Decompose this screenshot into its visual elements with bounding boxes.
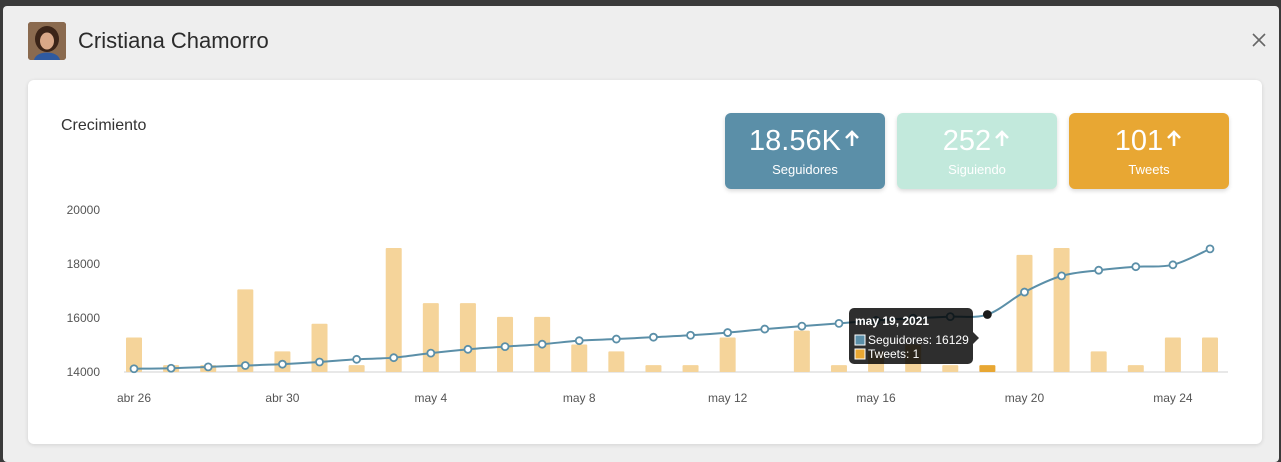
followers-point: [500, 342, 510, 352]
card-title: Crecimiento: [61, 117, 147, 134]
modal-header: Cristiana Chamorro: [3, 6, 1279, 74]
tweets-bar: [682, 365, 699, 372]
tweets-stat: 101 Tweets: [1069, 113, 1229, 189]
arrow-up-icon: [843, 123, 861, 146]
followers-point: [760, 324, 770, 334]
tweets-label: Tweets: [1128, 162, 1170, 177]
followers-point: [834, 318, 844, 328]
arrow-up-icon: [1165, 123, 1183, 146]
y-tick-label: 18000: [67, 257, 101, 271]
followers-point: [352, 354, 362, 364]
tweets-bar: [830, 365, 847, 372]
followers-point: [574, 336, 584, 346]
growth-chart: 14000 16000 18000 20000 abr 26 abr 30 may 4 may…: [67, 203, 1228, 405]
growth-card: 14000 16000 18000 20000 abr 26 abr 30 may 4 may…: [28, 80, 1262, 444]
tweets-bar: [571, 344, 588, 372]
followers-point: [537, 339, 547, 349]
tweets-bar: [126, 337, 142, 372]
followers-point: [426, 348, 436, 358]
followers-point: [649, 332, 658, 342]
tweets-bar: [1127, 365, 1144, 372]
y-tick-label: 20000: [67, 203, 101, 217]
tweets-bar: [237, 289, 254, 372]
tweets-bar: [1090, 351, 1107, 372]
followers-point: [686, 330, 695, 340]
followers-line: [133, 247, 1211, 370]
tweets-bar: [1164, 337, 1181, 372]
tweets-bar: [645, 365, 662, 372]
followers-point: [797, 321, 807, 331]
followers-stat: 18.56K Seguidores: [725, 113, 885, 189]
followers-point: [315, 357, 324, 367]
x-tick-label: may 8: [563, 391, 596, 405]
following-value: 252: [942, 125, 992, 157]
tweets-bar: [385, 248, 402, 372]
tooltip-swatch-tweets: [854, 348, 866, 360]
x-tick-label: abr 26: [117, 391, 151, 405]
tooltip-series-1: Seguidores: 16129: [868, 333, 969, 347]
followers-point: [1094, 265, 1104, 275]
followers-label: Seguidores: [772, 162, 838, 177]
y-tick-label: 16000: [67, 311, 101, 325]
tweets-bar: [311, 323, 328, 372]
x-tick-label: may 16: [856, 391, 896, 405]
following-stat: 252 Siguiendo: [897, 113, 1057, 189]
followers-point: [278, 359, 287, 369]
tweets-bar: [793, 330, 810, 372]
tooltip-box: [849, 308, 973, 364]
tooltip-series-2: Tweets: 1: [868, 347, 920, 361]
y-tick-label: 14000: [67, 365, 101, 379]
followers-point: [389, 353, 399, 363]
tweets-bar: [1016, 254, 1033, 372]
followers-point: [982, 310, 992, 319]
tweets-bar: [348, 365, 365, 372]
tweets-bar: [1202, 337, 1218, 372]
followers-point: [1168, 260, 1178, 270]
arrow-up-icon: [993, 123, 1011, 146]
close-icon[interactable]: [1249, 30, 1269, 50]
followers-value: 18.56K: [749, 125, 841, 157]
x-tick-label: may 24: [1153, 391, 1193, 405]
followers-point: [463, 344, 473, 354]
followers-point: [1057, 271, 1066, 281]
followers-value-row: 18.56K: [725, 123, 885, 158]
x-tick-label: abr 30: [265, 391, 299, 405]
followers-point: [723, 328, 733, 337]
profile-modal: Cristiana Chamorro 14000 16000 18000 20000 a…: [3, 6, 1279, 462]
tooltip-date: may 19, 2021: [855, 314, 929, 328]
x-tick-label: may 12: [708, 391, 748, 405]
tweets-bar: [1053, 248, 1070, 372]
tooltip-swatch-followers: [854, 334, 866, 346]
followers-point: [611, 334, 621, 344]
followers-point: [1020, 287, 1029, 297]
x-tick-label: may 20: [1005, 391, 1045, 405]
tweets-bar: [979, 365, 996, 372]
x-tick-label: may 4: [414, 391, 447, 405]
profile-name: Cristiana Chamorro: [78, 28, 269, 53]
tweets-value: 101: [1114, 125, 1164, 157]
tweets-bar: [422, 303, 439, 372]
followers-point: [1131, 262, 1141, 272]
followers-point: [1205, 244, 1215, 254]
followers-point: [166, 363, 176, 373]
followers-point: [240, 361, 250, 370]
following-value-row: 252: [897, 123, 1057, 158]
tweets-bar: [608, 351, 625, 372]
tweets-bar: [719, 337, 736, 372]
followers-point: [129, 364, 139, 374]
tweets-bar: [942, 365, 959, 372]
followers-point: [203, 362, 213, 372]
tooltip-caret: [973, 332, 979, 344]
tweets-bar: [459, 303, 476, 372]
tweets-value-row: 101: [1069, 123, 1229, 158]
profile-avatar: [28, 22, 66, 60]
following-label: Siguiendo: [948, 162, 1006, 177]
